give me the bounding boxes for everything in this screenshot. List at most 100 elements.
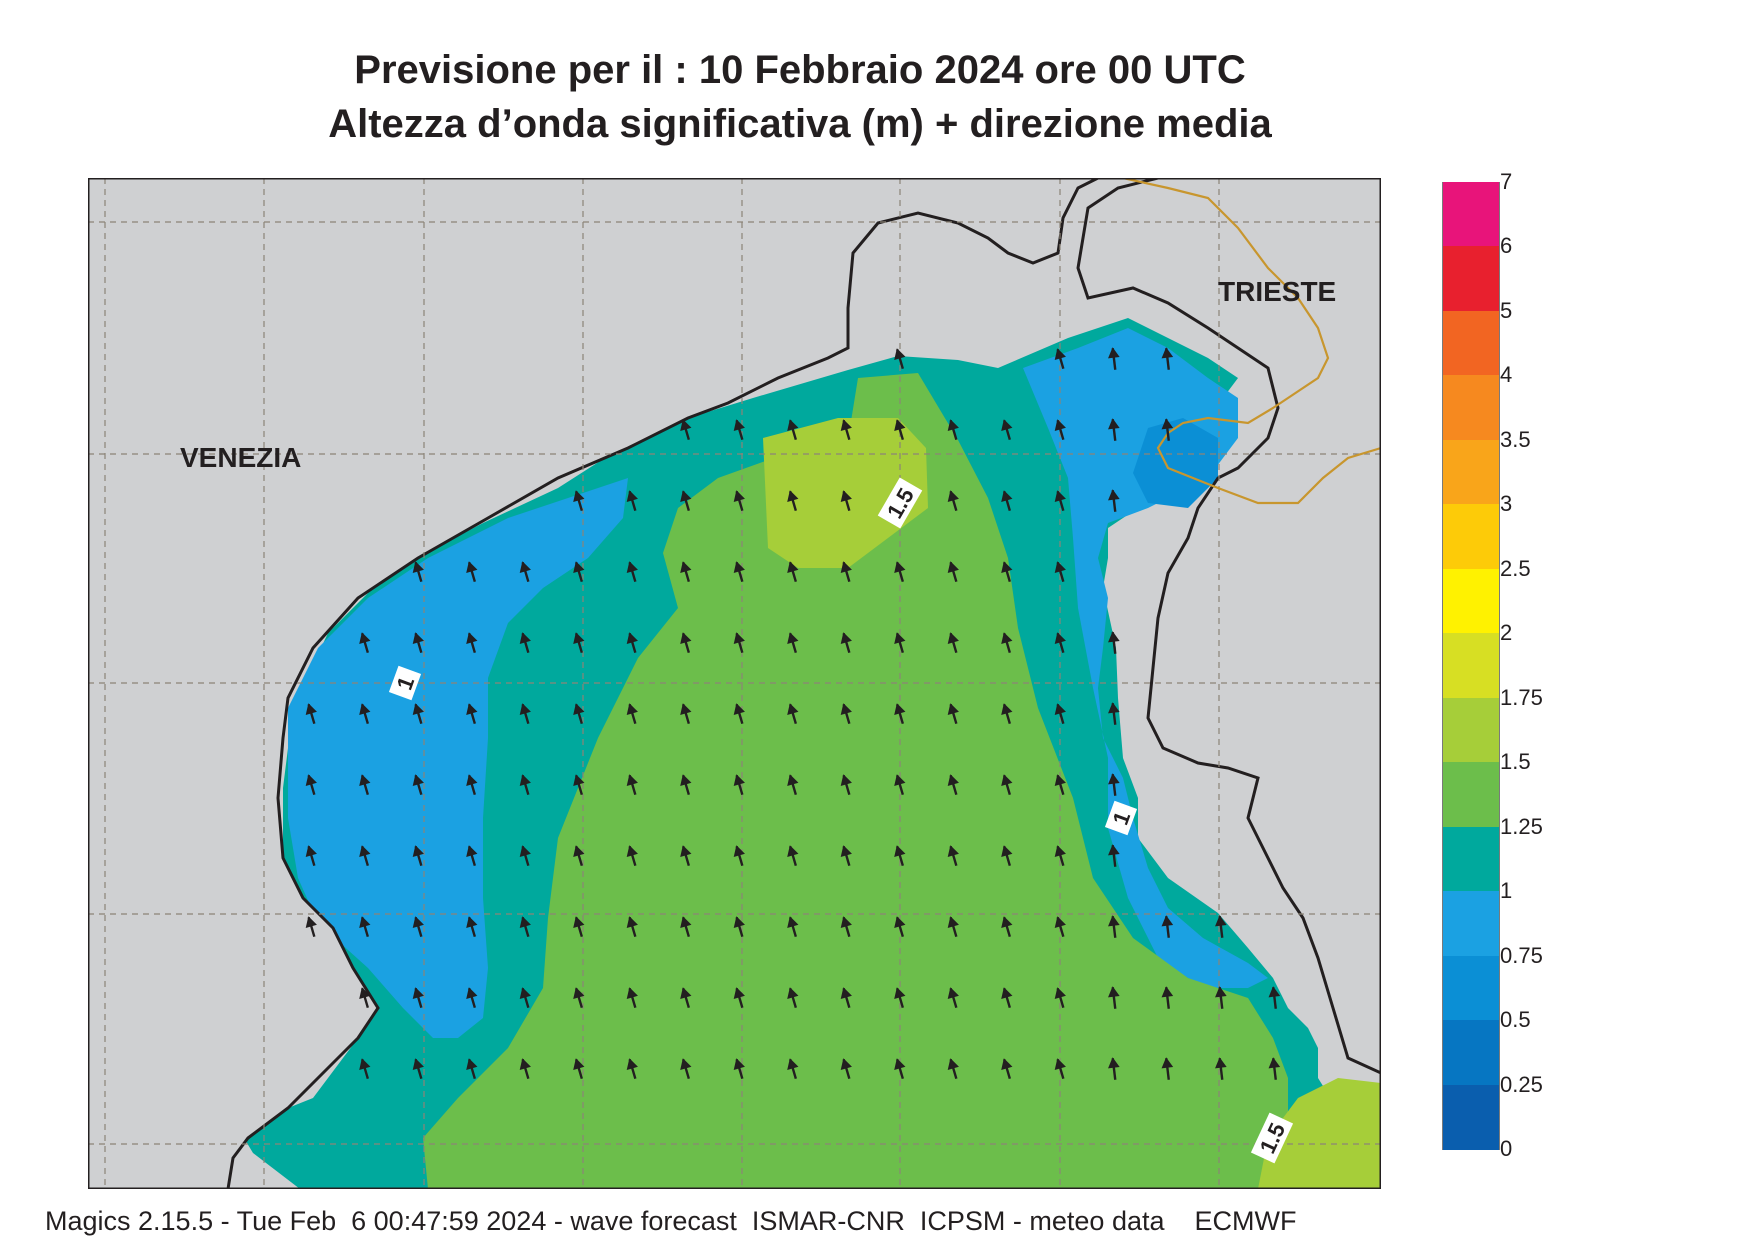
wave-arrow-head bbox=[1001, 490, 1013, 503]
wave-direction-arrows bbox=[305, 347, 1281, 1080]
wave-arrow-head bbox=[1054, 561, 1066, 574]
legend-swatch bbox=[1442, 1084, 1500, 1150]
wave-arrow-head bbox=[626, 774, 638, 787]
city-label-venezia: VENEZIA bbox=[180, 442, 301, 473]
wave-arrow-head bbox=[412, 561, 424, 574]
wave-arrow-head bbox=[412, 1058, 424, 1071]
wave-arrow-head bbox=[626, 561, 638, 574]
map-frame bbox=[88, 178, 1381, 1189]
wave-arrow-head bbox=[787, 561, 799, 574]
wave-arrow-head bbox=[519, 632, 531, 645]
wave-arrow-head bbox=[626, 987, 638, 1000]
land-east-coast bbox=[1076, 178, 1381, 1075]
wave-arrow-head bbox=[359, 987, 371, 1000]
wave-arrow-head bbox=[466, 845, 478, 858]
wave-arrow-head bbox=[626, 703, 638, 716]
wave-arrow-head bbox=[947, 774, 959, 787]
wave-arrow-head bbox=[1108, 489, 1120, 501]
map-title: Previsione per il : 10 Febbraio 2024 ore… bbox=[354, 48, 1246, 92]
wave-arrow-head bbox=[894, 632, 906, 645]
wave-arrow-head bbox=[1108, 418, 1120, 430]
wave-arrow-head bbox=[680, 561, 692, 574]
wave-arrow-head bbox=[626, 490, 638, 503]
wave-arrow-head bbox=[680, 845, 692, 858]
wave-arrow-head bbox=[1054, 987, 1066, 1000]
wave-arrow-head bbox=[519, 703, 531, 716]
wave-arrow-head bbox=[466, 774, 478, 787]
wave-arrow-head bbox=[680, 774, 692, 787]
wave-arrow-head bbox=[787, 1058, 799, 1071]
wave-arrow-head bbox=[1268, 1057, 1281, 1069]
wave-arrow-head bbox=[359, 774, 371, 787]
legend-label: 2.5 bbox=[1500, 555, 1531, 581]
wave-arrow-head bbox=[519, 1058, 531, 1071]
wave-arrow-head bbox=[733, 419, 745, 432]
wave-arrow-head bbox=[840, 703, 852, 716]
wave-arrow-head bbox=[1001, 419, 1013, 432]
wave-arrow-head bbox=[1108, 844, 1120, 856]
legend-swatch bbox=[1442, 246, 1500, 312]
color-legend bbox=[1442, 182, 1500, 1150]
wave-arrow-head bbox=[519, 987, 531, 1000]
wave-arrow-head bbox=[1001, 987, 1013, 1000]
wave-arrow-head bbox=[1108, 1057, 1120, 1069]
wave-arrow-head bbox=[733, 916, 745, 929]
wave-arrow-head bbox=[840, 419, 852, 432]
legend-label: 2 bbox=[1500, 620, 1513, 646]
legend-swatch bbox=[1442, 568, 1500, 634]
legend-swatch bbox=[1442, 955, 1500, 1021]
wave-arrow-head bbox=[787, 632, 799, 645]
legend-label: 0 bbox=[1500, 1136, 1513, 1161]
wave-arrow-head bbox=[947, 490, 959, 503]
wave-arrow-head bbox=[680, 703, 692, 716]
wave-arrow-head bbox=[573, 703, 585, 716]
wave-arrow-head bbox=[412, 845, 424, 858]
political-border bbox=[1122, 178, 1381, 505]
wave-arrow-head bbox=[840, 490, 852, 503]
legend-swatch bbox=[1442, 891, 1500, 957]
wave-arrow-head bbox=[1054, 419, 1066, 432]
sea-region-blue-east bbox=[1023, 328, 1268, 988]
wave-arrow-head bbox=[466, 1058, 478, 1071]
wave-arrow-head bbox=[626, 845, 638, 858]
wave-arrow-head bbox=[840, 916, 852, 929]
wave-arrow-head bbox=[359, 916, 371, 929]
wave-arrow-head bbox=[840, 1058, 852, 1071]
wave-arrow-head bbox=[305, 916, 317, 929]
legend-swatch bbox=[1442, 310, 1500, 376]
wave-arrow-head bbox=[787, 845, 799, 858]
wave-arrow-head bbox=[947, 632, 959, 645]
wave-arrow-head bbox=[573, 1058, 585, 1071]
wave-arrow-head bbox=[1001, 774, 1013, 787]
wave-arrow-head bbox=[787, 703, 799, 716]
contour-label-1-east: 1 bbox=[1104, 800, 1138, 836]
wave-arrow-head bbox=[1054, 490, 1066, 503]
wave-arrow-head bbox=[1054, 1058, 1066, 1071]
wave-arrow-head bbox=[947, 561, 959, 574]
wave-arrow-head bbox=[787, 916, 799, 929]
wave-arrow-head bbox=[733, 490, 745, 503]
wave-arrow-head bbox=[466, 916, 478, 929]
wave-arrow-head bbox=[894, 1058, 906, 1071]
legend-label: 1.5 bbox=[1500, 749, 1531, 775]
wave-arrow-head bbox=[1054, 703, 1066, 716]
sea-region-1.5-1.75-south bbox=[1258, 1078, 1381, 1189]
wave-arrow-head bbox=[1215, 986, 1227, 998]
wave-arrow-head bbox=[840, 987, 852, 1000]
wave-arrow-head bbox=[305, 845, 317, 858]
legend-label: 1.75 bbox=[1500, 684, 1543, 710]
wave-arrow-head bbox=[947, 845, 959, 858]
wave-arrow-head bbox=[1108, 915, 1120, 927]
wave-arrow-head bbox=[1161, 915, 1174, 927]
wave-arrow-head bbox=[1108, 773, 1120, 785]
legend-label: 0.75 bbox=[1500, 942, 1543, 968]
wave-arrow-head bbox=[894, 703, 906, 716]
wave-arrow-head bbox=[1161, 418, 1174, 430]
wave-arrow-head bbox=[947, 419, 959, 432]
legend-swatch bbox=[1442, 182, 1500, 248]
wave-arrow-head bbox=[894, 916, 906, 929]
city-label-trieste: TRIESTE bbox=[1218, 276, 1336, 307]
wave-arrow-head bbox=[733, 845, 745, 858]
wave-arrow-head bbox=[894, 419, 906, 432]
legend-label: 3 bbox=[1500, 491, 1513, 517]
